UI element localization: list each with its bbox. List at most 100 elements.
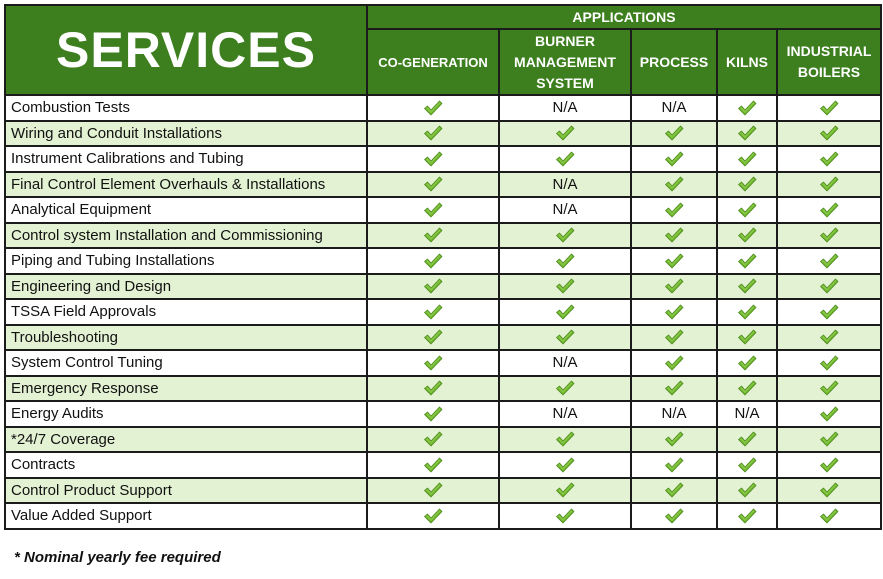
application-cell: N/A (498, 94, 632, 122)
checkmark-icon (819, 379, 839, 397)
application-cell (498, 476, 632, 504)
checkmark-icon (555, 124, 575, 142)
application-cell (366, 425, 500, 453)
application-cell: N/A (630, 400, 718, 428)
application-cell: N/A (498, 196, 632, 224)
checkmark-icon (423, 124, 443, 142)
checkmark-icon (737, 430, 757, 448)
application-cell (366, 94, 500, 122)
checkmark-icon (737, 303, 757, 321)
application-cell (775, 400, 883, 428)
checkmark-icon (819, 124, 839, 142)
checkmark-icon (819, 226, 839, 244)
application-cell: N/A (498, 349, 632, 377)
application-cell (366, 119, 500, 147)
table-row: Value Added Support (4, 502, 883, 530)
checkmark-icon (423, 481, 443, 499)
application-cell: N/A (716, 400, 778, 428)
column-header-industrial-boilers: INDUSTRIAL BOILERS (775, 28, 883, 96)
not-applicable-label: N/A (552, 354, 578, 372)
checkmark-icon (555, 328, 575, 346)
checkmark-icon (664, 252, 684, 270)
application-cell (716, 247, 778, 275)
application-cell (775, 94, 883, 122)
checkmark-icon (819, 456, 839, 474)
checkmark-icon (664, 226, 684, 244)
checkmark-icon (737, 124, 757, 142)
checkmark-icon (555, 303, 575, 321)
application-cell (366, 145, 500, 173)
checkmark-icon (737, 277, 757, 295)
table-row: Analytical Equipment N/A (4, 196, 883, 224)
checkmark-icon (819, 175, 839, 193)
application-cell (775, 196, 883, 224)
checkmark-icon (737, 99, 757, 117)
checkmark-icon (555, 226, 575, 244)
application-cell (366, 374, 500, 402)
service-name-cell: Instrument Calibrations and Tubing (4, 145, 368, 173)
checkmark-icon (819, 328, 839, 346)
column-header-line: MANAGEMENT (514, 53, 616, 70)
not-applicable-label: N/A (552, 405, 578, 423)
application-cell (630, 476, 718, 504)
application-cell (366, 323, 500, 351)
application-cell (630, 349, 718, 377)
checkmark-icon (555, 379, 575, 397)
checkmark-icon (555, 481, 575, 499)
application-cell (775, 145, 883, 173)
table-row: Energy Audits N/A N/A N/A (4, 400, 883, 428)
application-cell (498, 502, 632, 530)
checkmark-icon (555, 277, 575, 295)
checkmark-icon (819, 481, 839, 499)
checkmark-icon (423, 226, 443, 244)
application-cell (366, 196, 500, 224)
column-header-line: INDUSTRIAL (786, 43, 872, 59)
checkmark-icon (664, 354, 684, 372)
application-cell (498, 374, 632, 402)
service-name-cell: Final Control Element Overhauls & Instal… (4, 170, 368, 198)
application-cell (498, 425, 632, 453)
column-header-process: PROCESS (630, 28, 718, 96)
table-row: Piping and Tubing Installations (4, 247, 883, 275)
checkmark-icon (737, 150, 757, 168)
application-cell (775, 170, 883, 198)
application-cell: N/A (498, 170, 632, 198)
column-header-line: KILNS (726, 53, 768, 70)
application-cell (775, 451, 883, 479)
checkmark-icon (737, 456, 757, 474)
application-cell (716, 221, 778, 249)
checkmark-icon (737, 379, 757, 397)
checkmark-icon (737, 252, 757, 270)
checkmark-icon (664, 150, 684, 168)
checkmark-icon (819, 430, 839, 448)
application-cell (630, 502, 718, 530)
application-cell (775, 298, 883, 326)
service-name-cell: Piping and Tubing Installations (4, 247, 368, 275)
service-name-cell: Emergency Response (4, 374, 368, 402)
application-cell (498, 247, 632, 275)
checkmark-icon (555, 252, 575, 270)
application-cell (775, 119, 883, 147)
application-cell (716, 145, 778, 173)
services-header: SERVICES (4, 4, 368, 96)
checkmark-icon (819, 507, 839, 525)
checkmark-icon (423, 175, 443, 193)
checkmark-icon (664, 481, 684, 499)
column-header-burner-management-system: BURNER MANAGEMENT SYSTEM (498, 28, 632, 96)
checkmark-icon (423, 99, 443, 117)
checkmark-icon (664, 175, 684, 193)
application-cell (716, 196, 778, 224)
footnote: * Nominal yearly fee required (14, 549, 221, 566)
application-cell (366, 221, 500, 249)
not-applicable-label: N/A (661, 405, 687, 423)
checkmark-icon (737, 175, 757, 193)
checkmark-icon (423, 252, 443, 270)
checkmark-icon (423, 201, 443, 219)
application-cell (630, 170, 718, 198)
table-row: Control Product Support (4, 476, 883, 504)
application-cell (716, 476, 778, 504)
table-row: Combustion Tests N/A N/A (4, 94, 883, 122)
application-cell (630, 119, 718, 147)
table-row: Troubleshooting (4, 323, 883, 351)
application-cell (630, 374, 718, 402)
